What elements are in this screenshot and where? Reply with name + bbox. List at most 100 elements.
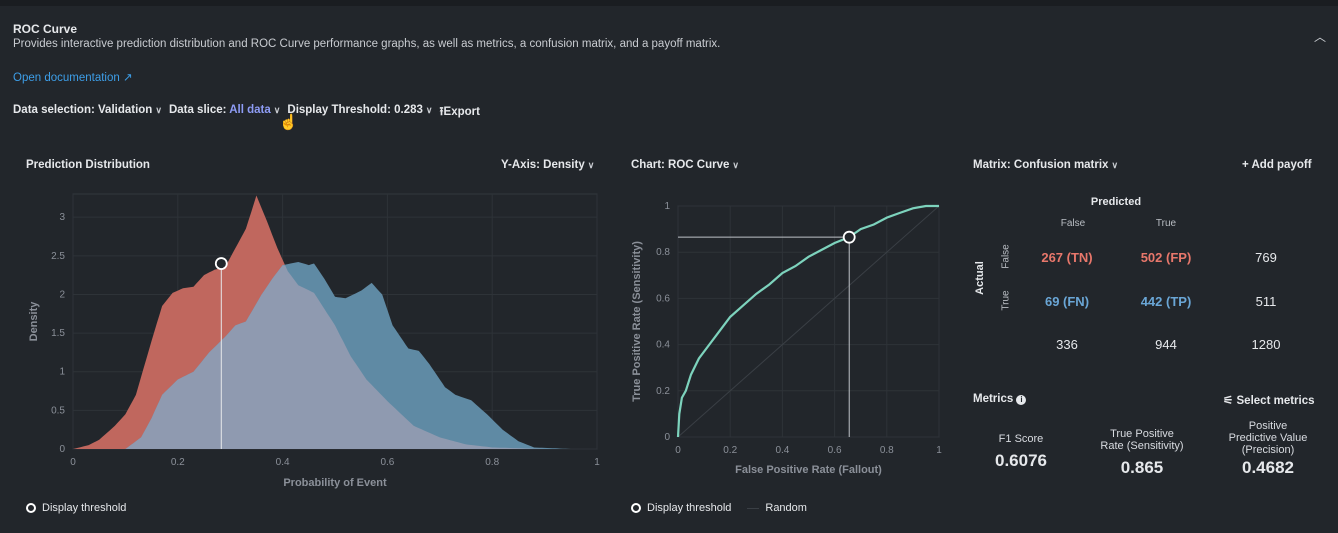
- threshold-marker: [214, 257, 228, 270]
- metric-value: 0.4682: [1242, 458, 1294, 477]
- y-tick-label: 0.8: [656, 247, 670, 258]
- threshold-ring-icon: [26, 503, 36, 513]
- overlap-density-area: [73, 265, 597, 449]
- data-slice-dropdown[interactable]: Data slice: All data ∨: [169, 104, 280, 123]
- cursor-hand-icon: ☝: [279, 114, 298, 131]
- legend-threshold-label: Display threshold: [647, 502, 732, 514]
- cell-fp: 502 (FP): [1140, 250, 1192, 265]
- cell-tp: 442 (TP): [1140, 294, 1192, 309]
- x-tick-label: 0.4: [775, 445, 789, 456]
- chevron-down-icon: ∨: [425, 105, 433, 115]
- row-header-false: False: [1000, 244, 1012, 269]
- chevron-down-icon: ∨: [273, 105, 281, 115]
- x-tick-label: 1: [936, 445, 942, 456]
- row-false-total: 769: [1255, 250, 1277, 265]
- row-header-true: True: [1000, 290, 1012, 311]
- roc-curve: [676, 204, 939, 438]
- roc-chart[interactable]: 0 0.2 0.4 0.6 0.8 1 0 0.2 0.4 0.6 0.8 1 False Positi…: [620, 190, 950, 490]
- actual-label: Actual: [973, 261, 986, 295]
- threshold-value: 0.283: [394, 104, 423, 116]
- select-metrics-label: Select metrics: [1236, 395, 1315, 407]
- cell-fn: 69 (FN): [1044, 294, 1090, 309]
- x-tick-label: 0: [675, 445, 681, 456]
- y-tick-label: 0.4: [656, 340, 670, 351]
- y-tick-label: 0.2: [656, 386, 670, 397]
- cell-tn: 267 (TN): [1041, 250, 1093, 265]
- x-axis-label: Probability of Event: [283, 477, 387, 489]
- data-selection-dropdown[interactable]: Data selection: Validation ∨: [13, 104, 162, 123]
- metrics-title: Metrics i: [973, 393, 1027, 405]
- sliders-icon: ⚟: [1223, 395, 1237, 407]
- prediction-distribution-title: Prediction Distribution: [26, 159, 150, 171]
- external-link-icon: ↗: [122, 72, 133, 84]
- x-tick-label: 0.8: [880, 445, 894, 456]
- chevron-down-icon: ∨: [155, 105, 162, 115]
- metric-value: 0.6076: [995, 451, 1047, 470]
- info-icon[interactable]: i: [1016, 395, 1027, 405]
- display-threshold-dropdown[interactable]: Display Threshold: 0.283 ∨: [287, 104, 432, 123]
- metric-label: True Positive Rate (Sensitivity): [1100, 428, 1184, 452]
- data-selection-label: Data selection:: [13, 104, 95, 116]
- metric-label: Positive Predictive Value (Precision): [1228, 420, 1308, 456]
- x-tick-label: 0.2: [171, 457, 185, 468]
- add-payoff-button[interactable]: + Add payoff: [1242, 159, 1312, 171]
- threshold-label: Display Threshold:: [287, 104, 391, 116]
- export-label: Export: [443, 106, 480, 118]
- chart-type-dropdown[interactable]: Chart: ROC Curve ∨: [631, 159, 739, 171]
- col-false-total: 336: [1056, 337, 1078, 352]
- y-axis-label: Y-Axis: Density: [501, 159, 585, 171]
- panel-description: Provides interactive prediction distribu…: [13, 38, 721, 50]
- collapse-chevron-icon[interactable]: ︿: [1313, 30, 1326, 44]
- chevron-down-icon: ∨: [587, 160, 595, 170]
- col-header-true: True: [1155, 218, 1177, 229]
- chart-type-label: Chart: ROC Curve: [631, 159, 730, 171]
- y-tick-label: 2.5: [51, 251, 65, 262]
- col-header-false: False: [1060, 218, 1086, 229]
- legend-threshold-label: Display threshold: [42, 502, 127, 514]
- y-tick-label: 0: [59, 444, 65, 455]
- y-tick-label: 0.6: [656, 293, 670, 304]
- row-true-total: 511: [1255, 294, 1277, 309]
- col-true-total: 944: [1155, 337, 1177, 352]
- metric-label: F1 Score: [998, 433, 1044, 445]
- y-axis-dropdown[interactable]: Y-Axis: Density ∨: [501, 159, 594, 171]
- metric-tpr: True Positive Rate (Sensitivity) 0.865: [1077, 426, 1207, 478]
- metric-f1: F1 Score 0.6076: [956, 426, 1086, 471]
- distribution-chart[interactable]: 0 0.2 0.4 0.6 0.8 1 0 0.5 1 1.5 2 2.5 3 Probability o…: [0, 180, 620, 500]
- y-tick-label: 1: [664, 201, 670, 212]
- predicted-label: Predicted: [1090, 196, 1142, 208]
- matrix-selector-label: Matrix: Confusion matrix: [973, 159, 1109, 171]
- doc-link-label: Open documentation: [13, 72, 120, 84]
- top-strip: [0, 0, 1338, 6]
- legend-random-label: Random: [765, 502, 807, 514]
- roc-legend: Display threshold Random: [631, 502, 807, 514]
- data-selection-value: Validation: [98, 104, 153, 116]
- x-tick-label: 0.8: [485, 457, 499, 468]
- chevron-down-icon: ∨: [732, 160, 739, 170]
- threshold-marker: [842, 230, 856, 244]
- x-tick-label: 0.2: [723, 445, 737, 456]
- open-documentation-link[interactable]: Open documentation ↗: [13, 70, 133, 84]
- metrics-label: Metrics: [973, 393, 1014, 405]
- x-tick-label: 0.4: [276, 457, 290, 468]
- y-tick-label: 3: [59, 212, 65, 223]
- data-slice-label: Data slice:: [168, 104, 227, 116]
- x-tick-label: 0.6: [380, 457, 394, 468]
- add-payoff-label: Add payoff: [1251, 159, 1312, 171]
- x-tick-label: 0.6: [828, 445, 842, 456]
- grand-total: 1280: [1251, 337, 1281, 352]
- threshold-ring-icon: [631, 503, 641, 513]
- y-axis-label: True Positive Rate (Sensitivity): [631, 241, 643, 402]
- select-metrics-button[interactable]: ⚟ Select metrics: [1223, 393, 1315, 407]
- y-tick-label: 1: [59, 367, 65, 378]
- metric-ppv: Positive Predictive Value (Precision) 0.4…: [1203, 420, 1333, 478]
- y-axis-label: Density: [28, 301, 40, 342]
- matrix-dropdown[interactable]: Matrix: Confusion matrix ∨: [973, 159, 1118, 171]
- data-slice-value: All data: [229, 104, 271, 116]
- y-tick-label: 1.5: [51, 328, 65, 339]
- chevron-down-icon: ∨: [1111, 160, 1119, 170]
- export-button[interactable]: ⭱Export: [440, 104, 480, 123]
- y-tick-label: 2: [59, 289, 65, 300]
- distribution-legend: Display threshold: [26, 502, 126, 514]
- random-line-icon: [747, 507, 760, 509]
